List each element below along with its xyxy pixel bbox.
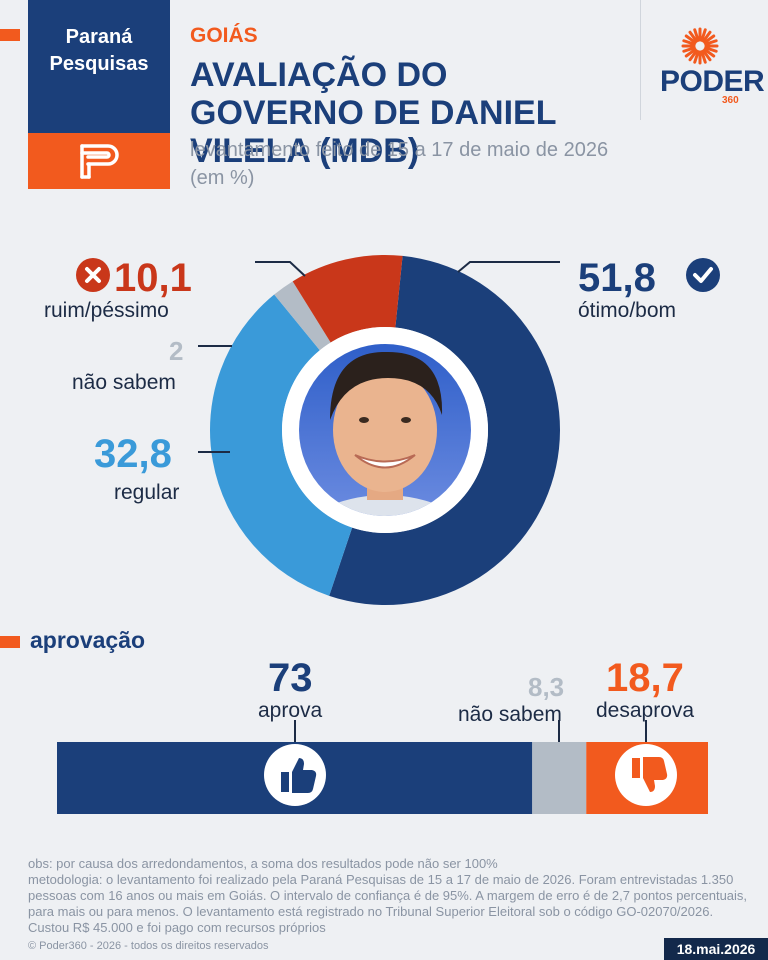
copyright: © Poder360 - 2026 - todos os direitos re… [28,940,269,952]
poder360-sun-icon [681,27,719,65]
slice-value-otimo-bom: 51,8 [578,256,656,300]
accent-bar [0,29,20,41]
publisher-sub: 360 [722,95,739,106]
donut-slice-2 [274,281,331,351]
approval-label-aprova: aprova [258,699,323,722]
obs-note: obs: por causa dos arredondamentos, a so… [28,856,498,871]
thumbs-down-icon [615,744,677,806]
publisher-name: PODER [660,65,765,98]
approval-title: aprovação [30,627,146,653]
parana-logo-icon [80,144,119,179]
approval-label-desaprova: desaprova [596,699,695,722]
slice-label-ruim-pessimo: ruim/péssimo [44,299,169,322]
approval-value-aprova: 73 [268,656,313,700]
approval-segment-1 [532,742,587,814]
approval-value-desaprova: 18,7 [606,656,684,700]
donut-slice-0 [329,255,560,605]
divider [640,0,641,120]
accent-bar [0,636,20,648]
footnotes: obs: por causa dos arredondamentos, a so… [28,856,748,936]
donut-slice-3 [292,255,403,343]
approval-label-nao-sabem: não sabem [458,703,562,726]
leader-lines [198,261,560,453]
slice-label-nao-sabem: não sabem [72,371,176,394]
slice-value-regular: 32,8 [94,432,172,476]
slice-label-regular: regular [114,481,180,504]
methodology-note: metodologia: o levantamento foi realizad… [28,872,748,935]
check-circle-icon [686,258,720,292]
donut-slice-1 [210,294,353,596]
cross-circle-icon [76,258,110,292]
slice-value-nao-sabem: 2 [169,336,184,366]
page-title: AVALIAÇÃO DO GOVERNO DE DANIEL VILELA (M… [190,56,556,170]
date-badge: 18.mai.2026 [664,938,768,960]
slice-value-ruim-pessimo: 10,1 [114,256,192,300]
source-name: Paraná Pesquisas [49,26,149,75]
source-box: Paraná Pesquisas [28,0,170,133]
approval-bar-chart [57,720,708,814]
page-subtitle: levantamento feito de 15 a 17 de maio de… [190,139,609,189]
thumbs-up-icon [264,744,326,806]
region-label: GOIÁS [190,24,258,47]
source-logo [28,133,170,189]
approval-value-nao-sabem: 8,3 [528,672,565,702]
donut-chart [198,255,560,605]
slice-label-otimo-bom: ótimo/bom [578,299,677,322]
